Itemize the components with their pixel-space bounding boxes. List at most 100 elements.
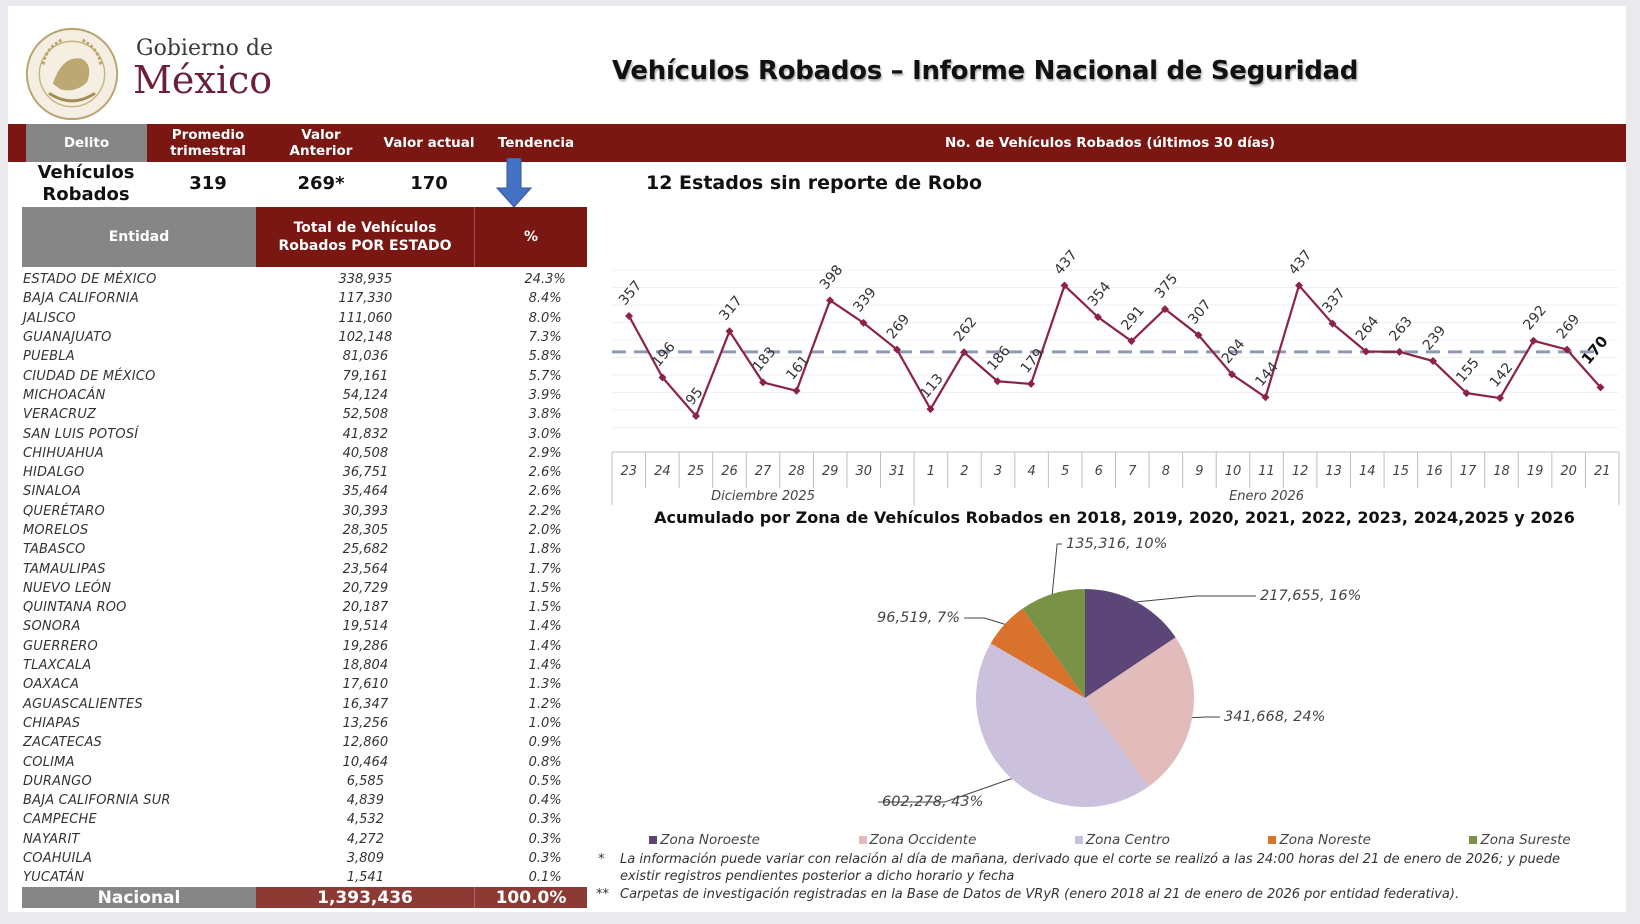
state-pct: 0.3% <box>528 831 562 847</box>
state-total: 4,272 <box>346 831 384 847</box>
state-pct: 0.3% <box>528 812 562 828</box>
table-row: VERACRUZ 52,508 3.8% <box>22 405 586 424</box>
pie-chart: 217,655, 16% 341,668, 24% 602,278, 43% 96,5… <box>877 536 1361 810</box>
state-total: 79,161 <box>342 368 389 384</box>
x-tick-label: 3 <box>994 464 1002 479</box>
x-tick-label: 10 <box>1225 464 1242 479</box>
state-pct: 1.8% <box>528 542 562 558</box>
state-name: JALISCO <box>23 310 76 326</box>
legend-item: Zona Occidente <box>858 832 976 848</box>
table-row: BAJA CALIFORNIA SUR 4,839 0.4% <box>22 791 586 810</box>
table-row: TAMAULIPAS 23,564 1.7% <box>22 559 586 578</box>
x-tick-label: 27 <box>755 464 772 479</box>
state-pct: 0.3% <box>528 851 562 867</box>
state-pct: 1.7% <box>528 561 562 577</box>
data-point <box>625 311 633 320</box>
data-point <box>1194 331 1203 340</box>
x-tick-label: 14 <box>1359 464 1376 479</box>
x-tick-label: 30 <box>855 464 872 479</box>
data-point <box>993 377 1002 386</box>
data-point <box>1295 281 1303 290</box>
table-row: GUERRERO 19,286 1.4% <box>22 637 586 656</box>
state-total: 1,541 <box>346 870 384 886</box>
data-label: 337 <box>1319 285 1348 316</box>
series-line <box>628 283 1602 419</box>
header-bar <box>8 124 1626 162</box>
data-point <box>1261 393 1270 402</box>
x-tick-label: 5 <box>1061 464 1069 479</box>
state-pct: 2.0% <box>528 523 562 538</box>
state-total: 4,839 <box>346 793 384 809</box>
data-point <box>859 318 868 327</box>
legend-swatch <box>1074 836 1083 844</box>
state-total: 16,347 <box>342 696 389 712</box>
footnote-2-mark: ** <box>596 887 609 902</box>
state-total: 18,804 <box>342 658 389 674</box>
data-label: 269 <box>884 311 913 342</box>
table-header-pct: % <box>474 207 587 267</box>
state-total: 20,729 <box>342 580 389 596</box>
state-name: MORELOS <box>23 523 89 538</box>
state-pct: 8.4% <box>528 291 562 307</box>
state-total: 41,832 <box>342 426 389 442</box>
total-pct: 100.0% <box>474 887 587 908</box>
data-label: 155 <box>1453 355 1482 386</box>
table-row: CHIAPAS 13,256 1.0% <box>22 714 586 733</box>
state-name: PUEBLA <box>23 349 75 365</box>
pie-slice <box>1085 637 1194 787</box>
states-note: 12 Estados sin reporte de Robo <box>646 172 983 194</box>
x-tick-label: 31 <box>889 464 906 479</box>
kpi-crime: Vehículos Robados <box>37 162 135 205</box>
state-total: 54,124 <box>342 387 389 403</box>
pie-data-label: 341,668, 24% <box>1224 709 1325 725</box>
state-pct: 5.8% <box>528 349 562 365</box>
state-total: 23,564 <box>342 561 389 577</box>
state-name: CIUDAD DE MÉXICO <box>23 368 156 384</box>
data-label: 357 <box>616 278 645 309</box>
state-total: 30,393 <box>342 503 389 519</box>
legend-item: Zona Noroeste <box>649 832 760 848</box>
state-name: NAYARIT <box>23 831 80 847</box>
x-tick-label: 12 <box>1292 464 1309 479</box>
state-name: SINALOA <box>23 484 82 500</box>
state-pct: 0.8% <box>528 754 562 770</box>
data-label: 186 <box>984 343 1013 374</box>
state-pct: 0.4% <box>528 793 562 809</box>
state-pct: 1.4% <box>528 638 562 654</box>
data-label: 292 <box>1520 303 1549 334</box>
page-title: Vehículos Robados – Informe Nacional de … <box>612 56 1359 86</box>
table-row: NUEVO LEÓN 20,729 1.5% <box>22 579 586 598</box>
legend-label: Zona Noroeste <box>660 832 760 848</box>
col-valor-actual: Valor actual <box>383 135 475 151</box>
x-tick-label: 7 <box>1128 464 1137 479</box>
state-pct: 1.0% <box>528 715 562 731</box>
state-pct: 1.5% <box>528 600 562 616</box>
arrow-down-icon <box>496 158 532 208</box>
data-point <box>960 348 968 357</box>
state-name: NUEVO LEÓN <box>23 580 112 596</box>
table-header-total: Total de Vehículos Robados POR ESTADO <box>256 207 474 267</box>
data-label: 375 <box>1152 271 1181 302</box>
footnote-1-line1: La información puede variar con relación… <box>620 852 1560 867</box>
legend-item: Zona Noreste <box>1268 832 1371 848</box>
x-tick-label: 16 <box>1426 464 1443 479</box>
table-row: CHIHUAHUA 40,508 2.9% <box>22 444 586 463</box>
data-point <box>1596 383 1605 392</box>
data-label: 264 <box>1353 313 1382 344</box>
state-name: SAN LUIS POTOSÍ <box>23 426 139 442</box>
x-tick-label: 25 <box>688 464 705 479</box>
state-name: CAMPECHE <box>23 812 97 828</box>
table-header-entidad: Entidad <box>22 207 256 267</box>
data-point <box>692 412 700 420</box>
table-row: SINALOA 35,464 2.6% <box>22 482 586 501</box>
legend-label: Zona Noreste <box>1279 832 1371 848</box>
pie-slice <box>976 643 1149 807</box>
state-total: 102,148 <box>338 330 393 346</box>
state-pct: 0.1% <box>528 870 562 886</box>
state-total: 28,305 <box>342 523 389 538</box>
state-total: 3,809 <box>346 851 384 867</box>
table-row: DURANGO 6,585 0.5% <box>22 772 586 791</box>
state-name: GUANAJUATO <box>23 330 112 346</box>
state-name: SONORA <box>23 619 81 635</box>
state-pct: 8.0% <box>528 310 562 326</box>
